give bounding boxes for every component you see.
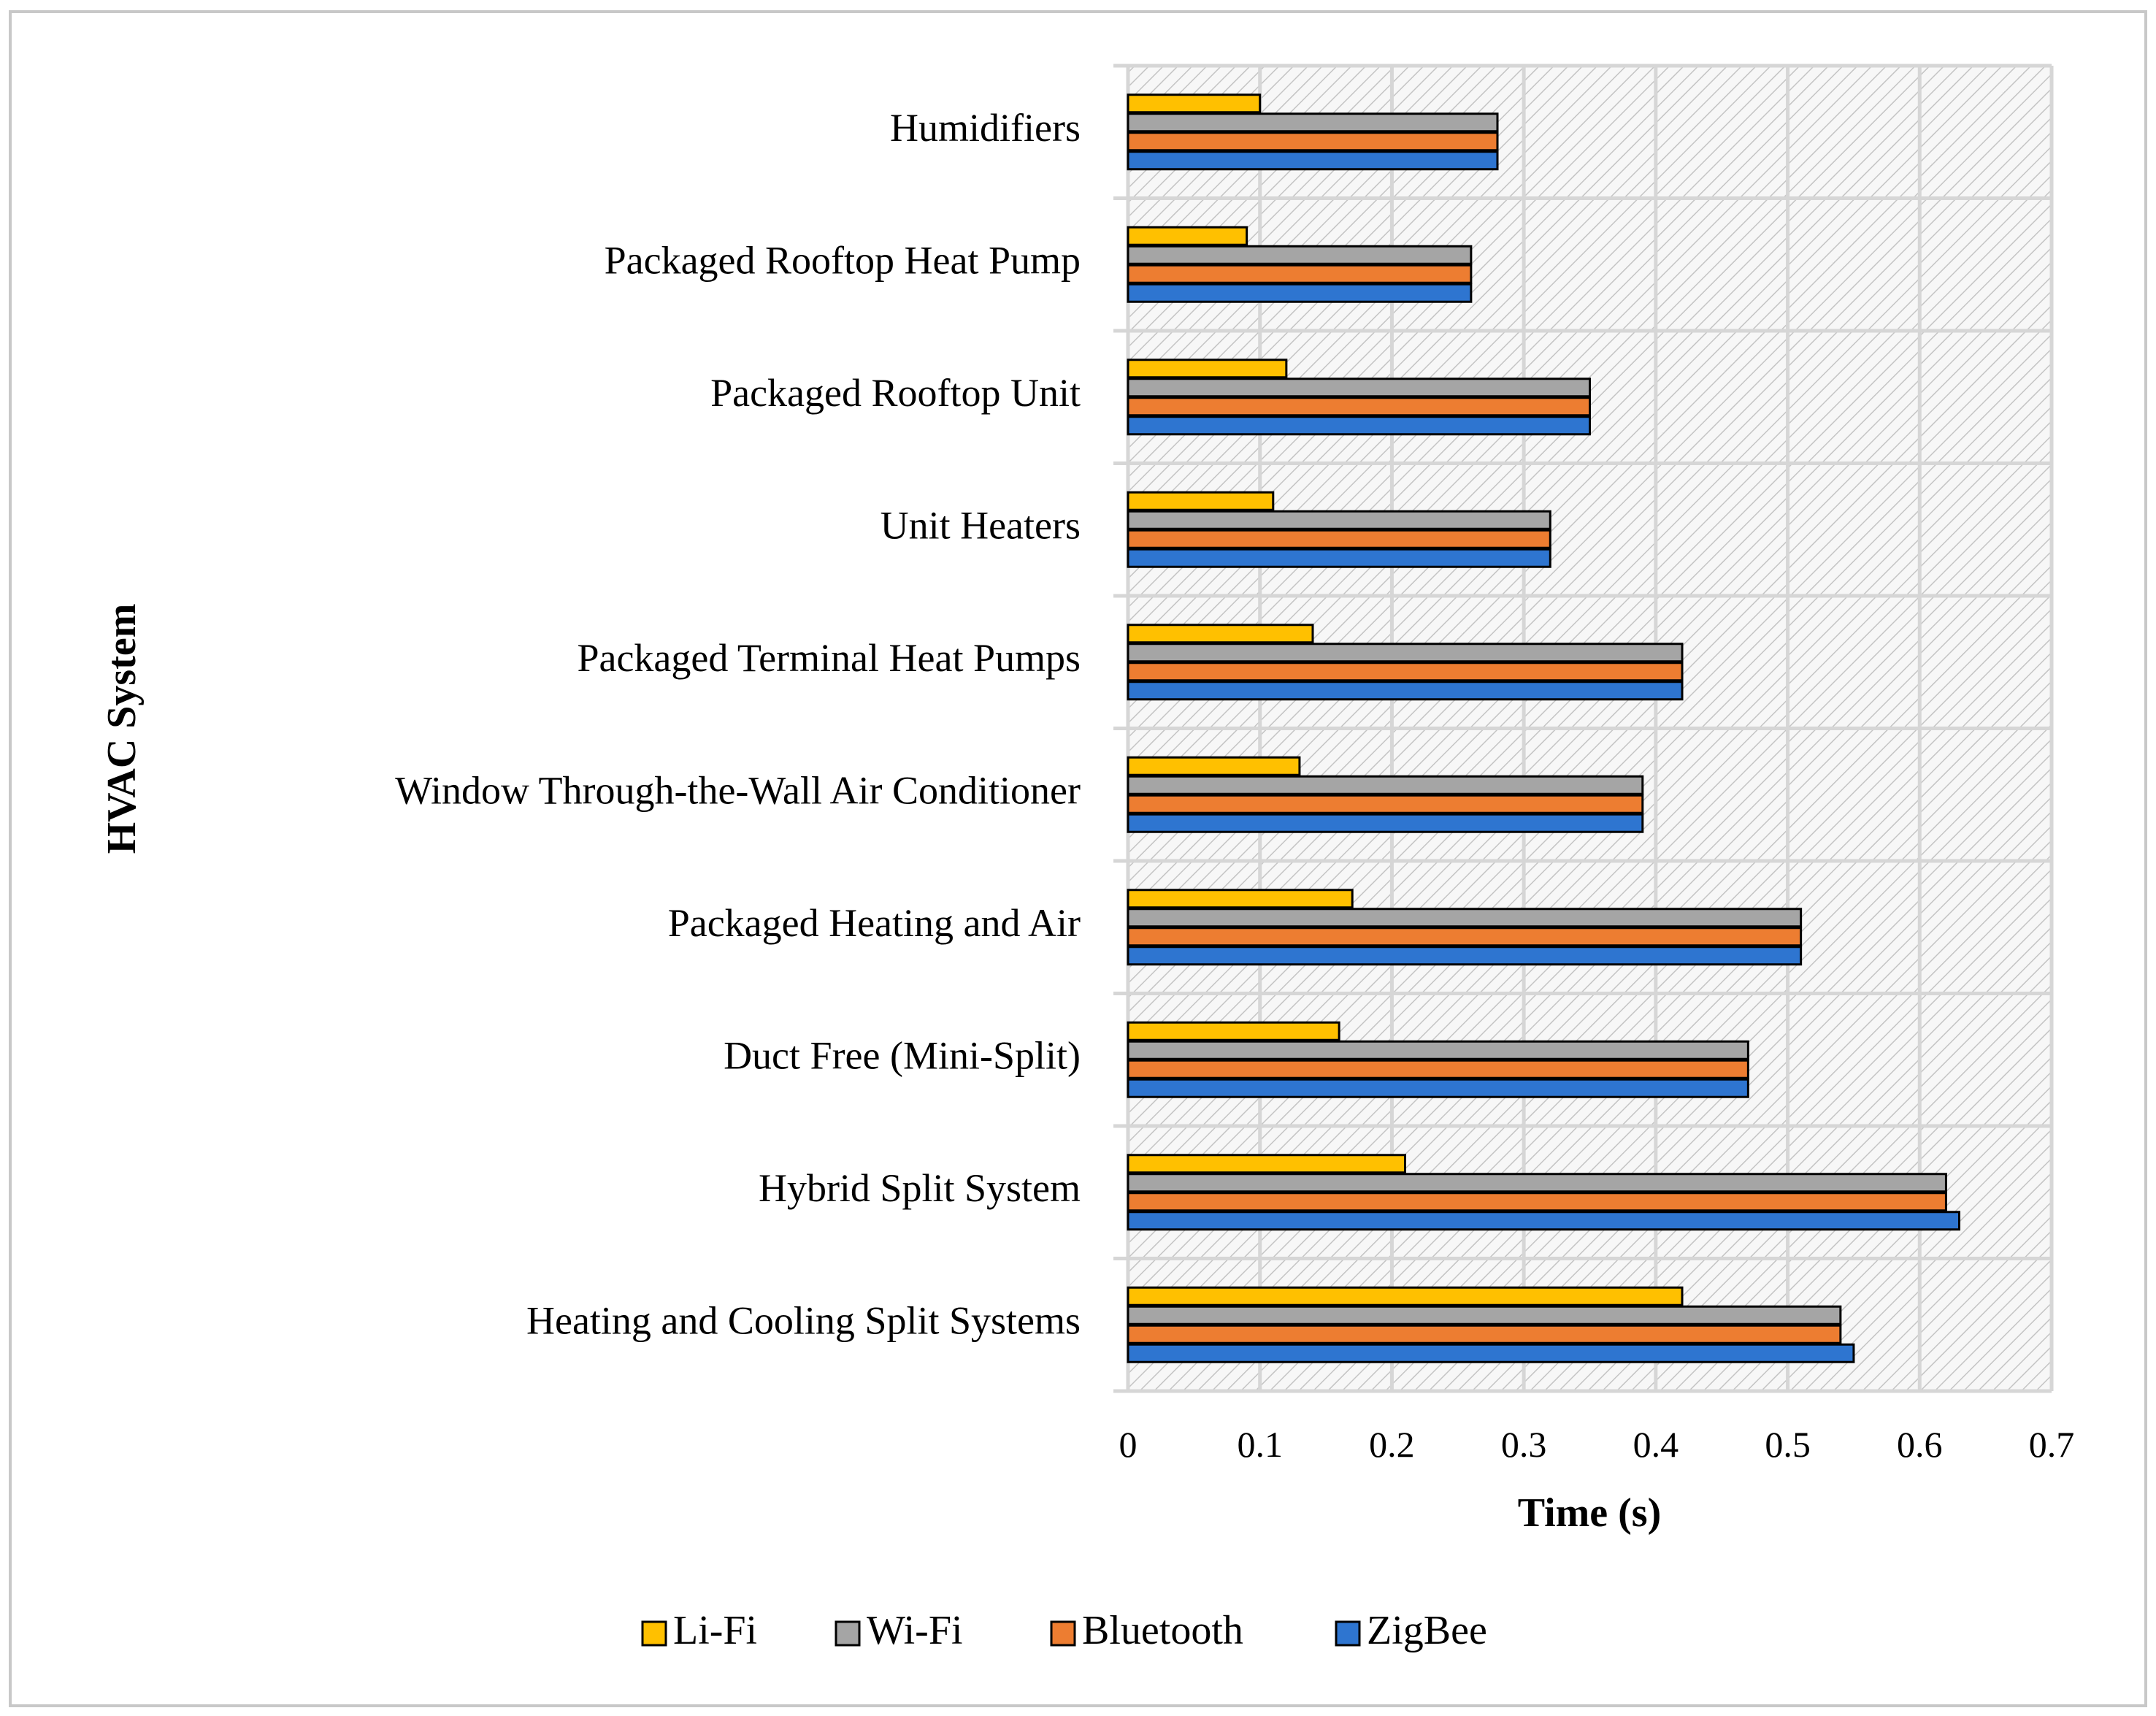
bar-zigbee: [1127, 548, 1551, 568]
category-label: Duct Free (Mini-Split): [724, 1034, 1081, 1078]
bar-wi-fi: [1127, 1305, 1842, 1325]
bar-zigbee: [1127, 283, 1473, 303]
y-axis-title: HVAC System: [99, 604, 145, 854]
category-label: Heating and Cooling Split Systems: [526, 1299, 1081, 1343]
bar-wi-fi: [1127, 245, 1473, 265]
bar-bluetooth: [1127, 1324, 1842, 1344]
legend-swatch-bluetooth: [1050, 1620, 1076, 1647]
category-label: Packaged Heating and Air: [668, 901, 1081, 945]
bar-marks: [1127, 93, 1960, 1363]
bar-bluetooth: [1127, 794, 1644, 814]
bar-bluetooth: [1127, 397, 1591, 417]
bar-zigbee: [1127, 150, 1499, 171]
category-label: Unit Heaters: [881, 504, 1081, 548]
legend-label: Li-Fi: [673, 1608, 757, 1653]
category-label: Window Through-the-Wall Air Conditioner: [395, 769, 1081, 813]
legend-label: Bluetooth: [1082, 1608, 1243, 1653]
bar-li-fi: [1127, 93, 1262, 114]
bar-li-fi: [1127, 624, 1314, 644]
x-tick-label: 0.6: [1897, 1424, 1943, 1465]
bar-zigbee: [1127, 415, 1591, 436]
bar-wi-fi: [1127, 775, 1644, 795]
bar-li-fi: [1127, 756, 1301, 776]
bar-wi-fi: [1127, 643, 1684, 663]
bar-wi-fi: [1127, 908, 1803, 928]
bar-zigbee: [1127, 813, 1644, 833]
x-axis-title: Time (s): [1518, 1490, 1662, 1536]
bar-li-fi: [1127, 491, 1275, 511]
bar-li-fi: [1127, 359, 1288, 379]
x-tick-label: 0.1: [1237, 1424, 1283, 1465]
bar-wi-fi: [1127, 1040, 1749, 1060]
bar-li-fi: [1127, 889, 1354, 909]
bar-zigbee: [1127, 681, 1684, 701]
bar-li-fi: [1127, 1021, 1340, 1041]
x-tick-label: 0.2: [1369, 1424, 1415, 1465]
bar-li-fi: [1127, 1154, 1406, 1174]
x-tick-label: 0.7: [2029, 1424, 2075, 1465]
legend-label: Wi-Fi: [867, 1608, 963, 1653]
bar-li-fi: [1127, 1286, 1684, 1306]
bar-bluetooth: [1127, 529, 1551, 549]
x-tick-labels: 0 0.1 0.2 0.3 0.4 0.5 0.6 0.7: [1119, 1424, 2075, 1465]
bar-bluetooth: [1127, 131, 1499, 152]
bar-bluetooth: [1127, 1059, 1749, 1079]
bar-li-fi: [1127, 226, 1248, 246]
legend: Li-Fi Wi-Fi Bluetooth ZigBee: [641, 1608, 1487, 1653]
x-tick-label: 0.4: [1633, 1424, 1679, 1465]
category-label: Packaged Rooftop Heat Pump: [605, 239, 1081, 283]
x-tick-label: 0.3: [1501, 1424, 1547, 1465]
bar-wi-fi: [1127, 1173, 1947, 1193]
bar-wi-fi: [1127, 378, 1591, 398]
bar-wi-fi: [1127, 510, 1551, 530]
bar-zigbee: [1127, 1078, 1749, 1098]
category-label: Hybrid Split System: [759, 1166, 1081, 1210]
bar-bluetooth: [1127, 264, 1473, 284]
category-labels: Humidifiers Packaged Rooftop Heat Pump Pac…: [395, 106, 1081, 1343]
bar-bluetooth: [1127, 662, 1684, 682]
legend-swatch-wi-fi: [835, 1620, 861, 1647]
bar-wi-fi: [1127, 112, 1499, 133]
category-label: Humidifiers: [890, 106, 1081, 150]
legend-label: ZigBee: [1367, 1608, 1487, 1653]
category-label: Packaged Rooftop Unit: [710, 371, 1081, 415]
bar-zigbee: [1127, 1343, 1855, 1363]
legend-swatch-zigbee: [1335, 1620, 1361, 1647]
bar-bluetooth: [1127, 1192, 1947, 1212]
x-tick-label: 0: [1119, 1424, 1138, 1465]
category-label: Packaged Terminal Heat Pumps: [577, 636, 1081, 680]
legend-swatch-li-fi: [641, 1620, 667, 1647]
bar-bluetooth: [1127, 927, 1803, 947]
x-tick-label: 0.5: [1765, 1424, 1811, 1465]
bar-zigbee: [1127, 946, 1803, 966]
bar-zigbee: [1127, 1211, 1960, 1231]
